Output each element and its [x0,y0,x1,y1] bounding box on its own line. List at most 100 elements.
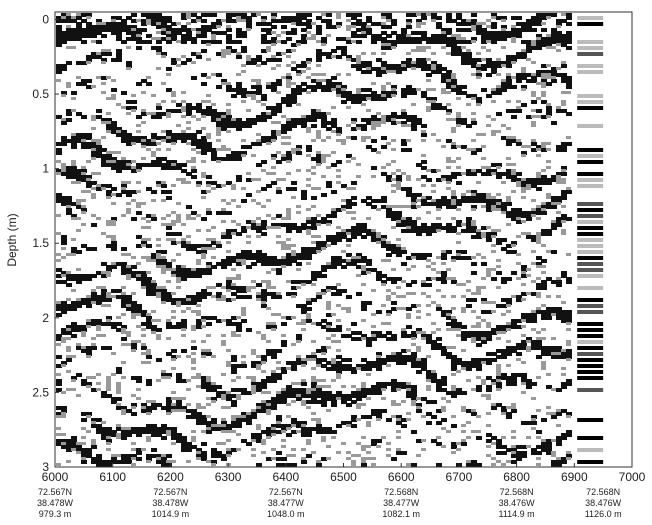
radar-texture [156,286,161,289]
radar-texture [291,151,296,154]
radar-texture [306,232,311,235]
radar-texture [451,388,456,391]
radar-texture [451,76,456,79]
radar-texture [256,139,261,142]
radar-texture [391,403,396,406]
radar-texture [276,361,281,364]
radar-texture [156,148,161,151]
radar-texture [266,214,271,217]
radar-texture [116,103,121,106]
radar-texture [376,241,381,244]
radar-texture [556,43,561,46]
radar-texture [201,442,207,446]
radar-texture [401,424,407,428]
radar-texture [511,76,516,79]
radar-texture [536,277,541,280]
radar-texture [526,274,531,277]
radar-texture [556,67,561,70]
radar-texture [281,430,286,433]
radar-texture [56,43,62,47]
radar-texture [281,316,286,319]
radar-texture [81,205,86,208]
radar-texture [471,430,476,433]
radar-texture [476,367,482,371]
position-annotation: 72.568N [384,487,418,497]
radar-texture [271,67,276,70]
radar-texture [296,268,301,271]
radar-texture [441,91,446,94]
radar-texture [316,73,321,76]
radar-texture [401,64,406,67]
radar-texture [336,94,341,97]
radar-texture [551,46,556,49]
radar-texture [311,412,316,415]
strip-band [577,160,603,164]
radar-texture [506,460,511,463]
radar-texture [136,19,141,22]
radar-texture [461,310,466,313]
radar-texture [451,346,456,349]
radar-texture [486,301,491,304]
radar-texture [286,229,292,233]
radar-texture [141,121,146,124]
radar-texture [291,148,296,151]
radar-texture [416,349,421,352]
radar-texture [286,82,291,85]
radar-texture [191,157,196,160]
radar-texture [201,349,206,352]
radar-texture [306,178,311,181]
radar-texture [271,226,276,229]
radar-texture [146,244,152,248]
radar-texture [241,310,246,313]
radar-texture [321,292,326,295]
radar-texture [281,241,286,244]
radar-texture [306,217,311,220]
radar-texture [516,181,521,184]
radar-texture [111,88,117,92]
radar-texture [401,247,406,250]
radar-texture [316,418,321,421]
radar-texture [276,391,281,394]
radar-texture [516,79,522,83]
radar-texture [476,436,482,440]
radar-texture [221,19,226,22]
radar-texture [66,112,72,116]
radar-texture [436,436,441,439]
radar-texture [521,70,526,73]
radar-texture [411,49,416,52]
radar-texture [451,130,456,133]
radar-texture [166,190,172,194]
x-tick-label: 6800 [503,470,530,484]
radar-texture [71,163,76,166]
radar-texture [306,148,312,152]
radar-texture [481,232,486,235]
radar-texture [146,256,151,259]
radar-texture [226,148,231,151]
radar-texture [546,181,552,185]
radar-texture [346,310,351,313]
strip-band [577,238,603,242]
radar-texture [541,82,546,85]
radar-texture [206,376,211,379]
radar-texture [346,160,351,163]
radar-texture [481,205,486,208]
radar-texture [486,238,492,242]
radar-texture [86,376,91,379]
radar-texture [176,277,181,280]
radar-texture [61,391,66,394]
radar-texture [246,193,252,197]
radar-texture [146,400,151,403]
radar-texture [181,334,186,337]
radar-texture [81,166,86,169]
radar-texture [256,79,261,82]
radar-texture [566,358,571,361]
radar-texture [231,298,236,301]
radar-texture [396,244,401,247]
radar-texture [301,460,307,464]
radar-texture [296,169,301,172]
radar-texture [191,175,197,179]
radar-texture [446,103,451,106]
radar-texture [456,442,461,445]
radar-texture [401,217,406,220]
radar-texture [136,115,142,119]
